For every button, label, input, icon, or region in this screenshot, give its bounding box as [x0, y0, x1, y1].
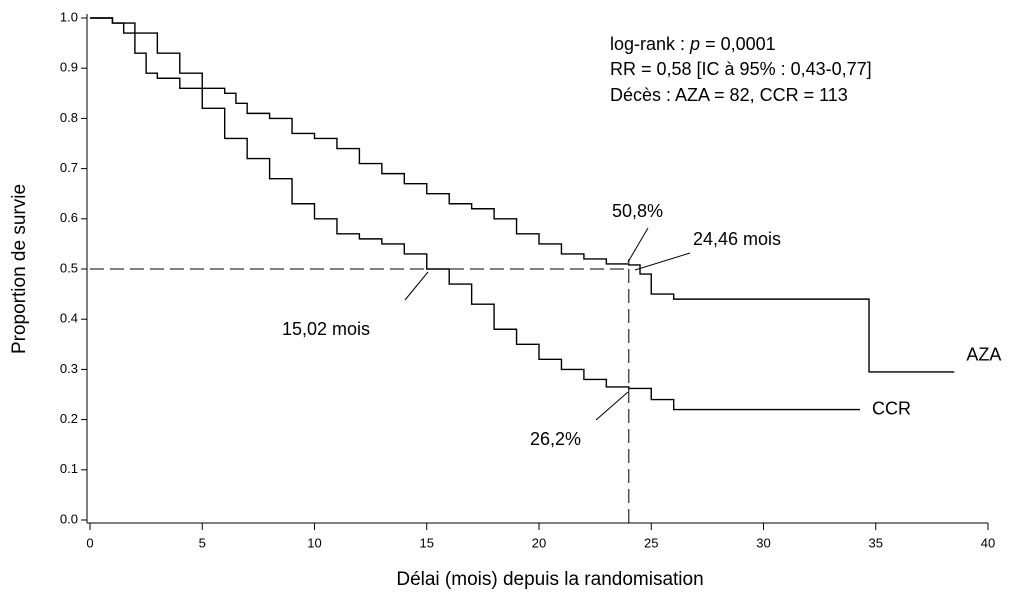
y-tick-label: 0.6	[60, 210, 78, 225]
y-tick-label: 0.2	[60, 411, 78, 426]
annotation: 50,8%	[612, 201, 663, 221]
series-label: CCR	[872, 398, 911, 418]
y-tick-label: 0.7	[60, 160, 78, 175]
stat-line: Décès : AZA = 82, CCR = 113	[610, 85, 848, 105]
x-tick-label: 10	[307, 535, 321, 550]
y-tick-label: 0.5	[60, 260, 78, 275]
stat-part: p	[689, 34, 700, 54]
x-tick-label: 40	[981, 535, 995, 550]
leader-line	[404, 271, 429, 301]
x-tick-label: 0	[86, 535, 93, 550]
y-tick-label: 0.8	[60, 110, 78, 125]
annotation: 24,46 mois	[693, 229, 781, 249]
series-label: AZA	[966, 345, 1001, 365]
annotation: 26,2%	[530, 429, 581, 449]
stat-part: log-rank :	[610, 34, 690, 54]
stat-part: = 0,0001	[700, 34, 776, 54]
x-tick-label: 35	[869, 535, 883, 550]
x-tick-label: 15	[420, 535, 434, 550]
survival-curve	[90, 17, 861, 411]
leader-line	[595, 391, 629, 421]
y-tick-label: 1.0	[60, 9, 78, 24]
x-tick-label: 25	[644, 535, 658, 550]
x-axis-label: Délai (mois) depuis la randomisation	[396, 569, 703, 590]
leaders	[404, 227, 691, 421]
y-axis-label: Proportion de survie	[9, 184, 30, 354]
y-tick-label: 0.3	[60, 361, 78, 376]
survival-curve	[90, 17, 955, 373]
x-tick-label: 20	[532, 535, 546, 550]
y-tick-label: 0.9	[60, 60, 78, 75]
y-tick-label: 0.4	[60, 311, 78, 326]
leader-line	[627, 227, 649, 263]
stat-line: RR = 0,58 [IC à 95% : 0,43-0,77]	[610, 59, 872, 79]
y-tick-label: 0.0	[60, 511, 78, 526]
x-tick-label: 30	[756, 535, 770, 550]
x-tick-label: 5	[199, 535, 206, 550]
stat-line: log-rank : p = 0,0001	[610, 34, 776, 54]
leader-line	[634, 252, 691, 271]
y-tick-label: 0.1	[60, 461, 78, 476]
annotation: 15,02 mois	[282, 319, 370, 339]
